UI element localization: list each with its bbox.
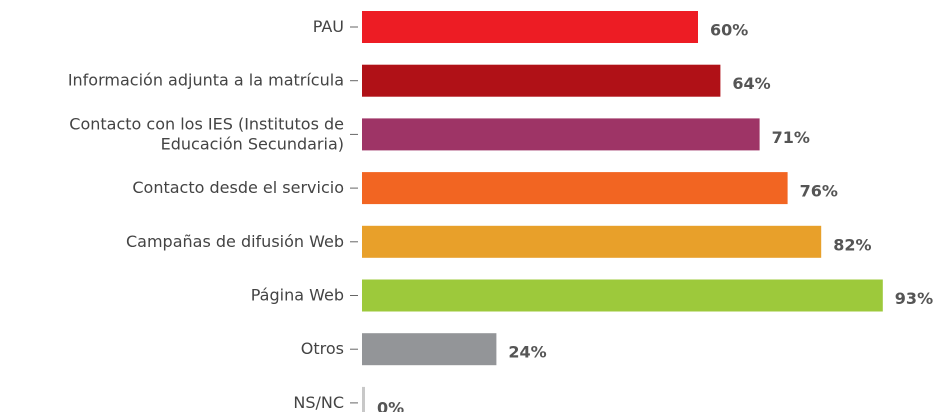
bar [362, 118, 760, 151]
category-label: Página Web [251, 285, 344, 304]
value-label: 71% [772, 128, 810, 147]
category-label: Contacto desde el servicio [132, 178, 344, 197]
category-label: Otros [301, 339, 344, 358]
bar [362, 279, 883, 312]
value-label: 82% [833, 235, 871, 254]
category-label: Campañas de difusión Web [126, 231, 344, 250]
value-label: 60% [710, 21, 748, 40]
category-label: Información adjunta a la matrícula [68, 70, 344, 89]
bar [362, 64, 721, 97]
category-label: NS/NC [293, 392, 344, 411]
value-label: 64% [732, 74, 770, 93]
bar [362, 11, 698, 43]
bar [362, 225, 822, 258]
category-label: PAU [313, 17, 344, 36]
category-label: Contacto con los IES (Institutos de Educa… [69, 114, 344, 153]
bar [362, 333, 497, 366]
value-label: 24% [508, 343, 546, 362]
bar [362, 386, 365, 412]
value-label: 93% [895, 289, 933, 308]
value-label: 76% [800, 182, 838, 201]
bar [362, 172, 788, 205]
value-label: 0% [377, 398, 404, 412]
